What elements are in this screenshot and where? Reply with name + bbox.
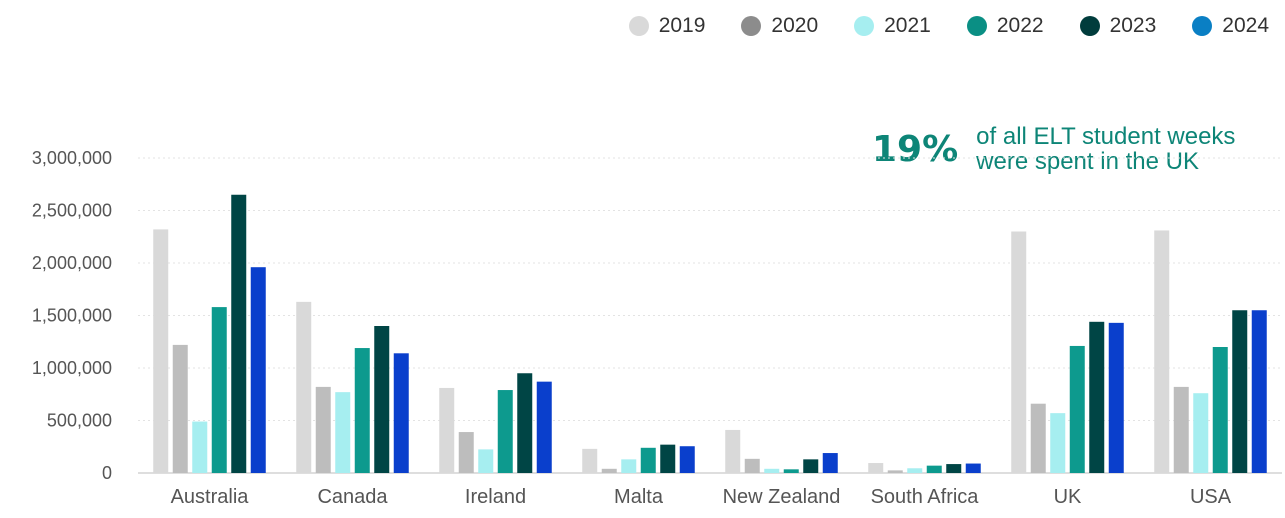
y-tick-label: 1,000,000	[32, 358, 112, 378]
bar-uk-2024	[1108, 322, 1124, 473]
x-tick-label: Malta	[614, 486, 664, 508]
y-tick-label: 0	[102, 463, 112, 483]
legend-label: 2019	[658, 14, 706, 37]
y-tick-label: 500,000	[47, 411, 112, 431]
bar-canada-2019	[296, 301, 312, 473]
bar-ireland-2020	[458, 432, 474, 473]
bar-new-zealand-2024	[822, 453, 838, 473]
bar-canada-2021	[335, 392, 351, 473]
legend-swatch	[1079, 16, 1100, 36]
bar-malta-2024	[679, 446, 695, 473]
legend-label: 2021	[884, 14, 931, 37]
bar-australia-2023	[231, 194, 247, 473]
bar-usa-2020	[1173, 386, 1189, 473]
callout-line-1: of all ELT student weeks	[976, 123, 1236, 150]
legend-item-2024: 2024	[1192, 14, 1269, 38]
legend-item-2019: 2019	[628, 14, 706, 38]
bar-australia-2022	[211, 307, 227, 473]
bar-canada-2022	[354, 348, 370, 473]
bar-new-zealand-2022	[783, 469, 799, 473]
bar-south-africa-2024	[965, 463, 981, 473]
uk-share-callout: 19% of all ELT student weeks were spent …	[872, 123, 1236, 176]
bar-malta-2023	[660, 444, 676, 473]
bar-canada-2023	[374, 326, 390, 473]
bar-malta-2022	[640, 447, 656, 473]
x-tick-label: South Africa	[871, 486, 980, 508]
y-tick-label: 2,500,000	[32, 201, 112, 221]
bar-south-africa-2023	[946, 464, 962, 473]
bar-australia-2021	[192, 421, 208, 473]
bar-australia-2024	[250, 267, 266, 473]
x-tick-label: New Zealand	[723, 486, 841, 508]
bar-south-africa-2020	[887, 470, 903, 473]
bar-australia-2020	[172, 344, 188, 473]
bar-malta-2021	[621, 459, 637, 473]
legend-item-2021: 2021	[854, 14, 931, 38]
legend-swatch	[1192, 16, 1213, 36]
callout-text: of all ELT student weeks were spent in t…	[976, 123, 1236, 176]
x-tick-label: USA	[1190, 486, 1232, 508]
bar-usa-2019	[1154, 230, 1170, 473]
y-tick-label: 2,000,000	[32, 253, 112, 273]
bar-usa-2021	[1193, 393, 1209, 473]
legend-label: 2020	[771, 14, 819, 37]
y-tick-label: 1,500,000	[32, 306, 112, 326]
bar-uk-2020	[1030, 403, 1046, 473]
legend-label: 2022	[996, 14, 1044, 37]
x-tick-label: Australia	[171, 486, 250, 508]
bar-new-zealand-2023	[803, 459, 819, 473]
legend-swatch	[741, 16, 762, 36]
callout-line-2: were spent in the UK	[976, 148, 1199, 176]
legend-swatch	[966, 16, 987, 36]
x-tick-label: Ireland	[465, 486, 526, 508]
x-tick-label: Canada	[317, 486, 388, 508]
bar-usa-2024	[1251, 310, 1267, 473]
callout-percent: 19%	[872, 129, 959, 170]
bar-south-africa-2021	[907, 468, 923, 473]
legend-item-2020: 2020	[741, 14, 818, 38]
bar-australia-2019	[153, 229, 169, 473]
bar-malta-2020	[601, 468, 617, 473]
bar-south-africa-2019	[868, 463, 884, 473]
bar-ireland-2021	[478, 449, 494, 473]
bar-uk-2021	[1050, 413, 1066, 473]
y-tick-label: 3,000,000	[32, 148, 112, 168]
x-tick-label: UK	[1054, 486, 1082, 508]
legend-label: 2024	[1222, 14, 1269, 37]
bar-malta-2019	[582, 448, 598, 473]
bar-uk-2022	[1069, 345, 1085, 473]
bar-usa-2022	[1212, 347, 1228, 473]
bar-ireland-2023	[517, 373, 533, 473]
legend-item-2022: 2022	[966, 14, 1044, 38]
bar-ireland-2024	[536, 381, 552, 473]
legend-swatch	[854, 16, 875, 36]
chart-legend: 2019 2020 2021 2022 2023 2024	[628, 14, 1269, 38]
bar-uk-2019	[1011, 231, 1027, 473]
bar-new-zealand-2020	[744, 458, 760, 473]
legend-swatch	[628, 16, 649, 36]
bar-canada-2020	[315, 386, 331, 473]
bar-canada-2024	[393, 353, 409, 473]
bar-ireland-2022	[497, 390, 513, 473]
bar-new-zealand-2019	[725, 429, 741, 473]
bar-new-zealand-2021	[764, 468, 780, 473]
bar-uk-2023	[1089, 321, 1105, 473]
legend-label: 2023	[1109, 14, 1157, 37]
bar-south-africa-2022	[926, 465, 942, 473]
legend-item-2023: 2023	[1079, 14, 1157, 38]
bar-usa-2023	[1232, 310, 1248, 473]
bar-ireland-2019	[439, 387, 455, 473]
